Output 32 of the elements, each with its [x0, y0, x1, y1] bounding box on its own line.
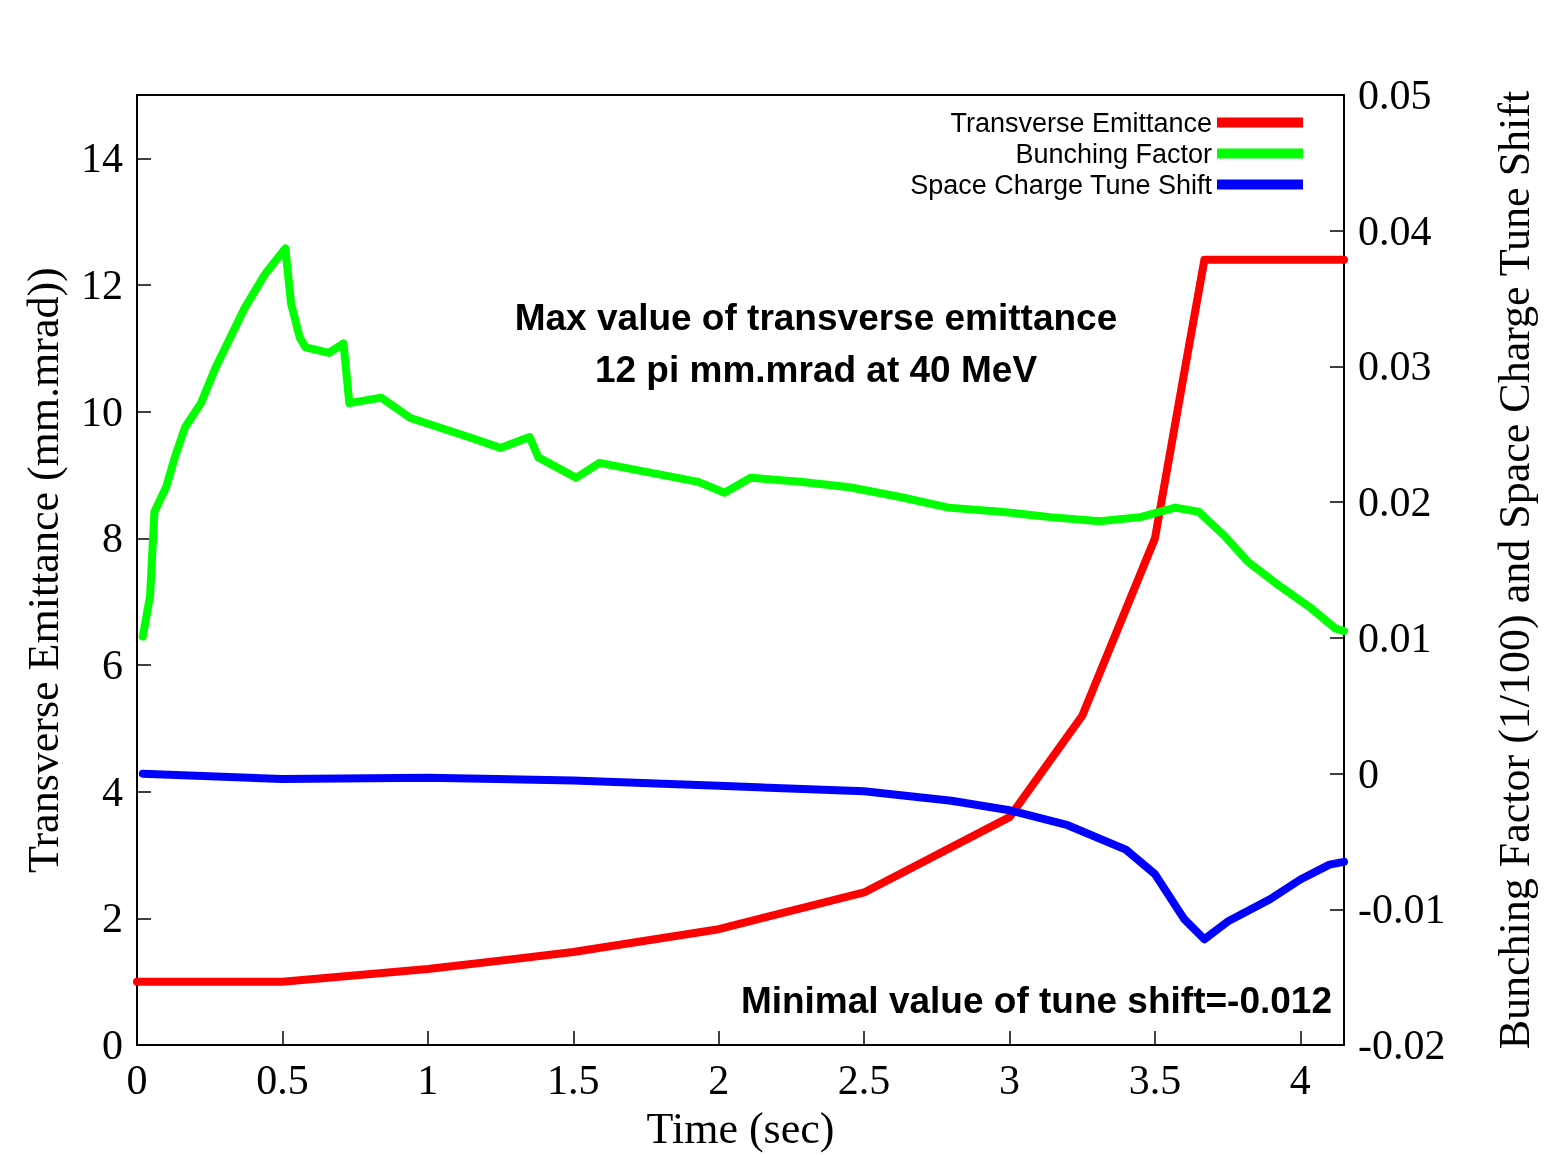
y2-tick-label: 0 — [1358, 750, 1379, 797]
x-axis-title: Time (sec) — [646, 1103, 835, 1153]
x-tick-label: 0.5 — [256, 1057, 309, 1104]
y-tick-label: 6 — [102, 642, 123, 689]
x-tick-label: 2.5 — [837, 1057, 891, 1104]
legend-label: Transverse Emittance — [950, 107, 1212, 138]
x-tick-label: 3.5 — [1128, 1057, 1182, 1104]
y-tick-label: 10 — [81, 388, 123, 435]
legend-label: Bunching Factor — [1015, 138, 1213, 169]
y-tick-label: 12 — [81, 262, 123, 309]
y-tick-label: 0 — [102, 1022, 123, 1069]
y-tick-label: 14 — [81, 135, 123, 182]
x-tick-label: 4 — [1289, 1057, 1311, 1104]
x-tick-label: 1.5 — [547, 1057, 600, 1104]
y-tick-label: 4 — [102, 768, 123, 815]
x-tick-label: 1 — [417, 1057, 439, 1104]
annotation: Max value of transverse emittance 12 pi mm.mrad at 40 MeV — [514, 296, 1118, 390]
annotation: Minimal value of tune shift=-0.012 — [740, 979, 1332, 1021]
y-tick-label: 8 — [102, 515, 123, 562]
y2-axis-title: Bunching Factor (1/100) and Space Charge Tune Shift — [1489, 90, 1539, 1050]
x-tick-label: 2 — [708, 1057, 730, 1104]
y2-tick-label: 0.04 — [1358, 207, 1432, 254]
y2-tick-label: 0.01 — [1358, 614, 1432, 661]
legend-label: Space Charge Tune Shift — [910, 169, 1213, 200]
y-tick-label: 2 — [102, 895, 123, 942]
y-axis-title: Transverse Emittance (mm.mrad)) — [18, 267, 68, 873]
y2-tick-label: 0.05 — [1358, 72, 1432, 118]
y2-tick-label: 0.03 — [1358, 343, 1432, 390]
y2-tick-label: -0.02 — [1358, 1022, 1446, 1069]
y2-tick-label: -0.01 — [1358, 886, 1446, 933]
y2-tick-label: 0.02 — [1358, 479, 1432, 526]
x-tick-label: 3 — [999, 1057, 1021, 1104]
